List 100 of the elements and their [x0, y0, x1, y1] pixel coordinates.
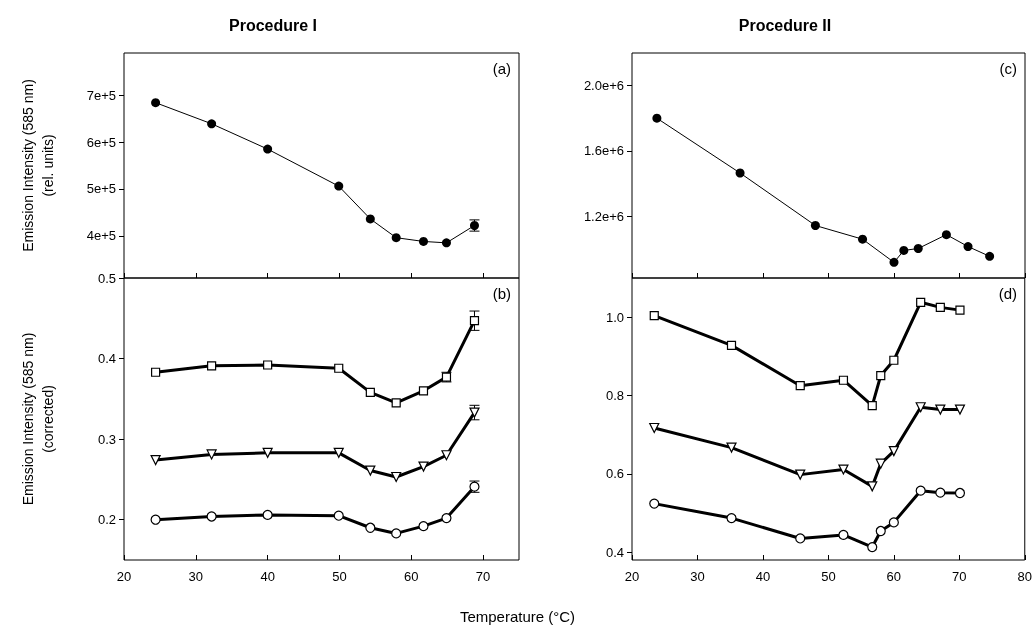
point: [915, 402, 926, 413]
x-tick-label: 70: [952, 569, 967, 584]
y-tick-label: 1.0: [605, 309, 624, 325]
point: [916, 297, 926, 307]
y-tick-label: 0.5: [97, 270, 116, 286]
y-tick-label: 0.4: [605, 544, 624, 560]
point: [418, 461, 429, 472]
y-tick-label: 0.6: [605, 466, 624, 482]
annotation: (b): [492, 285, 512, 302]
y-tick-label: 4e+5: [86, 228, 116, 244]
point: [365, 522, 376, 533]
y-tick-label: 6e+5: [86, 134, 116, 150]
point: [206, 449, 217, 460]
point: [795, 469, 806, 480]
point: [207, 119, 217, 129]
y-tick-label: 5e+5: [86, 181, 116, 197]
point: [838, 375, 849, 385]
y-tick-label: 7e+5: [86, 87, 116, 103]
x-tick-label: 20: [624, 569, 640, 584]
point: [418, 236, 428, 246]
point: [876, 370, 886, 381]
x-tick-label: 70: [475, 569, 491, 584]
point: [649, 422, 660, 434]
annotation: (a): [492, 60, 512, 77]
point: [867, 481, 878, 492]
annotation: (c): [999, 60, 1018, 77]
point: [391, 233, 401, 243]
point: [954, 487, 966, 499]
point: [263, 360, 273, 370]
point: [875, 525, 886, 537]
point: [867, 541, 878, 553]
point: [365, 214, 375, 224]
x-tick-label: 50: [821, 569, 836, 584]
chart-title: Procedure I: [228, 16, 318, 34]
point: [726, 340, 737, 350]
point: [889, 257, 899, 267]
point: [334, 363, 344, 373]
point: [334, 181, 344, 191]
y-tick-label: 2.0e+6: [583, 78, 624, 94]
point: [726, 512, 737, 524]
point: [262, 509, 273, 520]
point: [441, 513, 452, 524]
y-axis-title: Emission Intensity (585 nm) (corrected): [20, 332, 56, 506]
point: [151, 367, 161, 377]
point: [935, 404, 946, 415]
point: [469, 316, 480, 326]
point: [391, 528, 402, 539]
point: [955, 305, 965, 315]
point: [391, 471, 402, 483]
point: [838, 529, 849, 541]
point: [899, 245, 909, 255]
point: [867, 401, 877, 411]
y-tick-label: 1.6e+6: [583, 143, 624, 159]
x-tick-label: 80: [1017, 569, 1032, 584]
point: [889, 355, 899, 365]
x-tick-label: 30: [690, 569, 705, 584]
annotation: (d): [998, 285, 1018, 302]
point: [206, 511, 217, 522]
point: [150, 454, 161, 466]
point: [418, 521, 429, 532]
y-tick-label: 0.8: [605, 388, 624, 403]
point: [391, 398, 401, 408]
point: [263, 144, 273, 154]
chart-title: Procedure II: [738, 16, 832, 34]
point: [151, 98, 161, 108]
x-tick-label: 50: [332, 569, 347, 584]
point: [963, 242, 973, 252]
y-tick-label: 0.4: [97, 351, 116, 367]
point: [941, 230, 951, 240]
point: [935, 302, 945, 312]
x-tick-label: 20: [116, 569, 132, 584]
point: [652, 113, 662, 123]
point: [333, 510, 344, 521]
point: [726, 442, 737, 453]
point: [365, 465, 376, 476]
point: [418, 386, 429, 396]
y-axis-title: Emission Intensity (585 nm) (rel. units): [20, 79, 56, 252]
x-axis-title: Temperature (°C): [458, 608, 577, 625]
point: [795, 381, 805, 391]
point: [875, 458, 886, 469]
point: [913, 243, 923, 253]
x-tick-label: 40: [260, 569, 275, 584]
point: [795, 533, 806, 544]
point: [915, 485, 926, 496]
point: [207, 361, 217, 371]
point: [262, 447, 273, 458]
point: [333, 447, 344, 458]
y-tick-label: 0.2: [97, 512, 116, 528]
point: [735, 168, 745, 178]
point: [441, 450, 452, 461]
point: [649, 311, 659, 321]
point: [365, 387, 375, 398]
x-tick-label: 40: [755, 569, 771, 584]
x-tick-label: 60: [886, 569, 902, 584]
point: [888, 517, 899, 528]
x-tick-label: 30: [188, 569, 204, 584]
point: [985, 251, 995, 261]
point: [441, 238, 451, 248]
point: [954, 404, 966, 415]
x-tick-label: 60: [404, 569, 419, 584]
